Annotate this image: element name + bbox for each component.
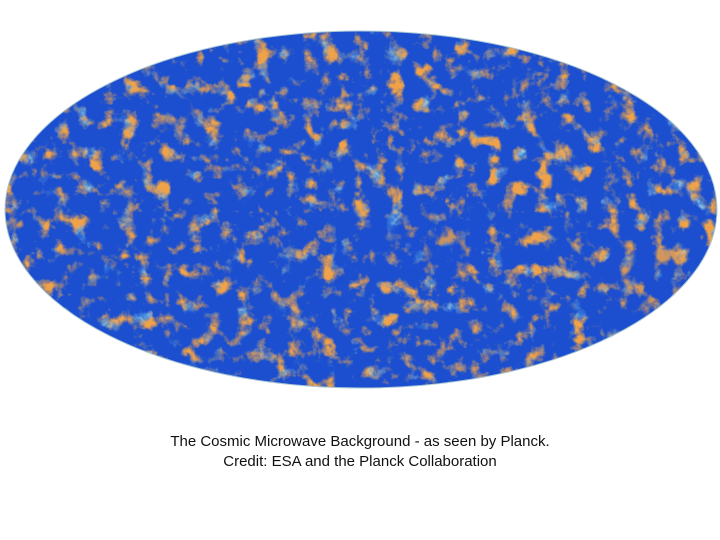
cmb-map-image <box>4 30 718 389</box>
caption-title: The Cosmic Microwave Background - as see… <box>170 433 550 450</box>
image-caption: The Cosmic Microwave Background - as see… <box>0 432 720 472</box>
cmb-sky-map <box>4 30 718 389</box>
cmb-temperature-field <box>5 31 717 388</box>
caption-credit: Credit: ESA and the Planck Collaboration <box>223 453 497 470</box>
